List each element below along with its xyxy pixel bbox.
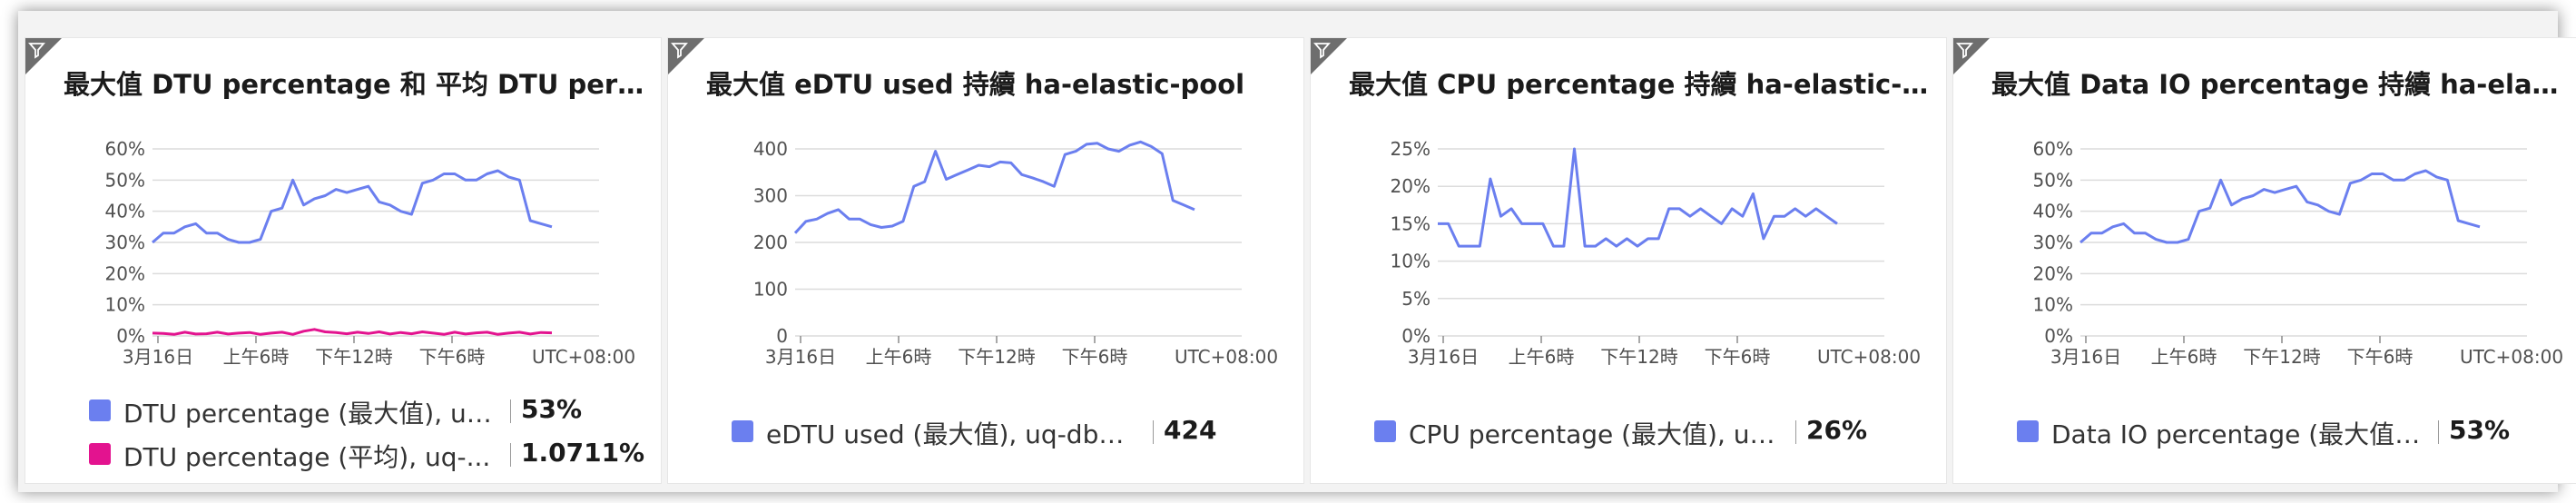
line-chart: 60% 50% 40% 30% 20% 10% 0%3月16日 上午6時 下午12時 下午6時 UT… <box>2033 138 2564 368</box>
x-tick-label: 3月16日 <box>765 346 836 368</box>
legend-divider <box>1795 420 1796 444</box>
legend-series-name: Data IO percentage (最大值), u... <box>2051 419 2424 449</box>
y-tick-label: 30% <box>105 232 145 253</box>
legend-swatch <box>1374 420 1396 442</box>
y-tick-label: 300 <box>753 185 788 207</box>
x-tick-label: 上午6時 <box>2151 346 2217 368</box>
legend-divider <box>2438 420 2439 444</box>
x-tick-label: UTC+08:00 <box>532 346 635 368</box>
y-tick-label: 0% <box>1401 325 1431 347</box>
tile-data-io-percentage[interactable]: 最大值 Data IO percentage 持續 ha-elastic-...… <box>1953 38 2576 483</box>
x-tick-label: 下午6時 <box>1705 346 1771 368</box>
y-tick-label: 50% <box>2033 169 2073 191</box>
y-tick-label: 100 <box>753 279 788 301</box>
tile-title: 最大值 Data IO percentage 持續 ha-elastic-... <box>1991 69 2572 100</box>
legend-divider <box>510 399 511 423</box>
filter-icon[interactable] <box>668 38 704 74</box>
legend-item[interactable]: CPU percentage (最大值), uq-d... 26% <box>1374 413 1937 449</box>
tile-title: 最大值 CPU percentage 持續 ha-elastic-pool <box>1349 69 1930 100</box>
x-tick-label: 下午12時 <box>958 346 1035 368</box>
x-tick-label: 上午6時 <box>866 346 932 368</box>
series-line <box>793 140 1195 234</box>
y-tick-label: 20% <box>105 262 145 284</box>
legend-item[interactable]: DTU percentage (最大值), uq-d... 53% <box>89 392 652 429</box>
y-tick-label: 400 <box>753 138 788 160</box>
tile-title: 最大值 eDTU used 持續 ha-elastic-pool <box>706 69 1245 100</box>
x-tick-label: 3月16日 <box>123 346 193 368</box>
legend-item[interactable]: eDTU used (最大值), uq-db1-v... 424 <box>732 413 1294 449</box>
x-tick-label: UTC+08:00 <box>2460 346 2563 368</box>
y-tick-label: 10% <box>2033 294 2073 316</box>
tile-title: 最大值 DTU percentage 和 平均 DTU percen... <box>64 69 644 100</box>
y-tick-label: 60% <box>2033 138 2073 160</box>
x-tick-label: 3月16日 <box>2050 346 2121 368</box>
x-tick-label: UTC+08:00 <box>1175 346 1278 368</box>
legend-swatch <box>2017 420 2039 442</box>
series-line <box>152 169 553 244</box>
y-tick-label: 0% <box>116 325 145 347</box>
legend-value: 53% <box>2449 415 2511 445</box>
dashboard-frame: 最大值 DTU percentage 和 平均 DTU percen... 60… <box>18 11 2576 492</box>
x-tick-label: 下午6時 <box>1062 346 1128 368</box>
y-tick-label: 15% <box>1391 212 1431 234</box>
y-tick-label: 40% <box>105 201 145 222</box>
x-tick-label: 上午6時 <box>223 346 290 368</box>
tile-dtu-percentage[interactable]: 最大值 DTU percentage 和 平均 DTU percen... 60… <box>25 38 661 483</box>
legend-value: 26% <box>1806 415 1868 445</box>
line-chart: 60% 50% 40% 30% 20% 10% 0%3月16日 上午6時 下午12時 下午6時 UT… <box>105 138 636 368</box>
x-tick-label: 下午6時 <box>419 346 486 368</box>
y-tick-label: 40% <box>2033 201 2073 222</box>
legend-value: 424 <box>1164 415 1217 445</box>
series-line <box>2079 169 2481 244</box>
legend-swatch <box>89 399 111 421</box>
x-tick-label: UTC+08:00 <box>1817 346 1921 368</box>
legend-series-name: DTU percentage (平均), uq-... <box>123 442 491 472</box>
y-tick-label: 25% <box>1391 138 1431 160</box>
tile-cpu-percentage[interactable]: 最大值 CPU percentage 持續 ha-elastic-pool 25… <box>1311 38 1946 483</box>
x-tick-label: 下午6時 <box>2347 346 2414 368</box>
legend-series-name: DTU percentage (最大值), uq-d... <box>123 399 496 429</box>
legend-value: 1.0711% <box>521 438 645 468</box>
filter-icon[interactable] <box>1311 38 1347 74</box>
x-tick-label: 上午6時 <box>1509 346 1575 368</box>
y-tick-label: 0 <box>776 325 788 347</box>
y-tick-label: 5% <box>1401 288 1431 310</box>
y-tick-label: 10% <box>105 294 145 316</box>
legend-swatch <box>89 443 111 465</box>
x-tick-label: 下午12時 <box>1600 346 1677 368</box>
y-tick-label: 50% <box>105 169 145 191</box>
y-tick-label: 0% <box>2044 325 2073 347</box>
y-tick-label: 200 <box>753 232 788 253</box>
filter-icon[interactable] <box>25 38 62 74</box>
y-tick-label: 30% <box>2033 232 2073 253</box>
x-tick-label: 3月16日 <box>1408 346 1479 368</box>
y-tick-label: 60% <box>105 138 145 160</box>
legend-series-name: eDTU used (最大值), uq-db1-v... <box>766 419 1138 449</box>
series-line <box>1438 147 1838 248</box>
series-line <box>152 328 553 336</box>
x-tick-label: 下午12時 <box>315 346 392 368</box>
legend-swatch <box>732 420 753 442</box>
legend-divider <box>510 443 511 467</box>
legend-series-name: CPU percentage (最大值), uq-d... <box>1409 419 1781 449</box>
y-tick-label: 10% <box>1391 251 1431 272</box>
filter-icon[interactable] <box>1953 38 1990 74</box>
line-chart: 25% 20% 15% 10% 5% 0%3月16日 上午6時 下午12時 下午6時 UTC+08… <box>1391 138 1922 368</box>
tile-edtu-used[interactable]: 最大值 eDTU used 持續 ha-elastic-pool 400 300 2… <box>668 38 1303 483</box>
legend-divider <box>1153 420 1154 444</box>
x-tick-label: 下午12時 <box>2243 346 2320 368</box>
legend-value: 53% <box>521 394 583 424</box>
y-tick-label: 20% <box>2033 262 2073 284</box>
legend-item[interactable]: Data IO percentage (最大值), u... 53% <box>2017 413 2576 449</box>
legend-item[interactable]: DTU percentage (平均), uq-... 1.0711% <box>89 436 652 472</box>
y-tick-label: 20% <box>1391 175 1431 197</box>
